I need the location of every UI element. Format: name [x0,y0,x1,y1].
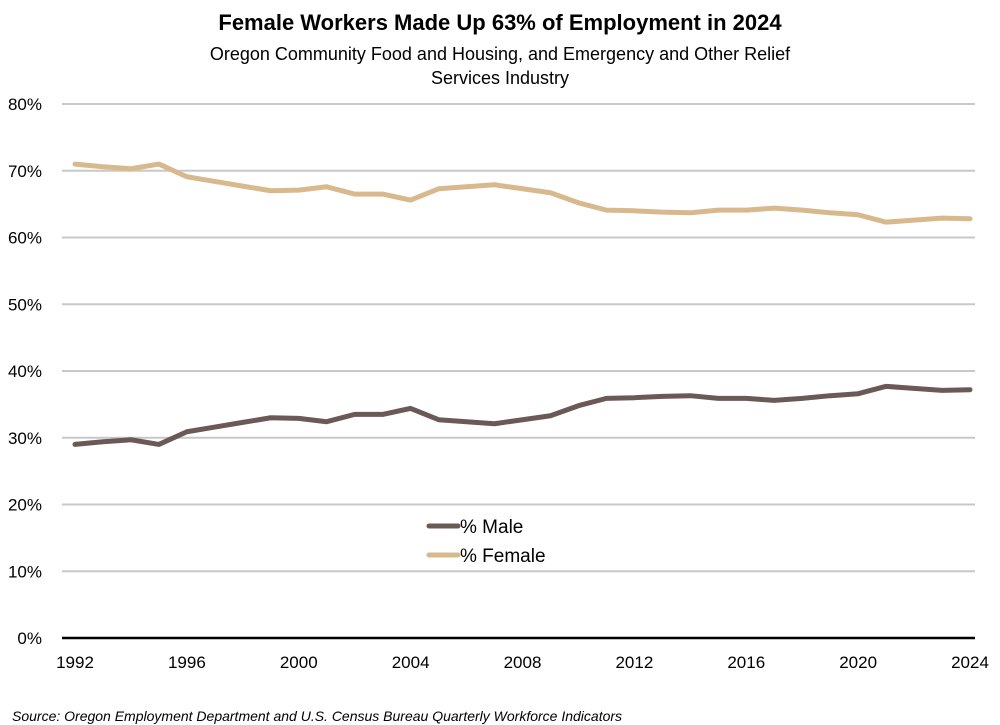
y-tick-label: 80% [8,95,42,114]
x-tick-label: 1996 [168,653,206,672]
chart-subtitle: Oregon Community Food and Housing, and E… [209,44,791,88]
legend: % Male % Female [426,517,546,567]
y-axis-ticks: 0% 10% 20% 30% 40% 50% 60% 70% 80% [8,95,42,648]
chart-title: Female Workers Made Up 63% of Employment… [218,10,782,35]
y-tick-label: 10% [8,562,42,581]
source-note: Source: Oregon Employment Department and… [12,708,623,724]
x-tick-label: 2016 [727,653,765,672]
y-tick-label: 20% [8,496,42,515]
legend-label: % Male [460,517,523,538]
x-tick-label: 2000 [280,653,318,672]
legend-label: % Female [460,546,546,567]
y-tick-label: 30% [8,429,42,448]
x-tick-label: 2008 [504,653,542,672]
x-tick-label: 2024 [951,653,989,672]
x-tick-label: 2004 [392,653,430,672]
x-tick-label: 2012 [615,653,653,672]
y-tick-label: 50% [8,295,42,314]
x-tick-label: 2020 [839,653,877,672]
y-tick-label: 40% [8,362,42,381]
x-axis-ticks: 1992 1996 2000 2004 2008 2012 2016 2020 2024 [56,653,989,672]
series-line-male [72,383,973,447]
gridlines [62,103,975,640]
y-tick-label: 70% [8,162,42,181]
series-lines [72,161,973,447]
y-tick-label: 60% [8,229,42,248]
x-tick-label: 1992 [56,653,94,672]
series-line-female [72,161,973,225]
y-tick-label: 0% [17,629,42,648]
